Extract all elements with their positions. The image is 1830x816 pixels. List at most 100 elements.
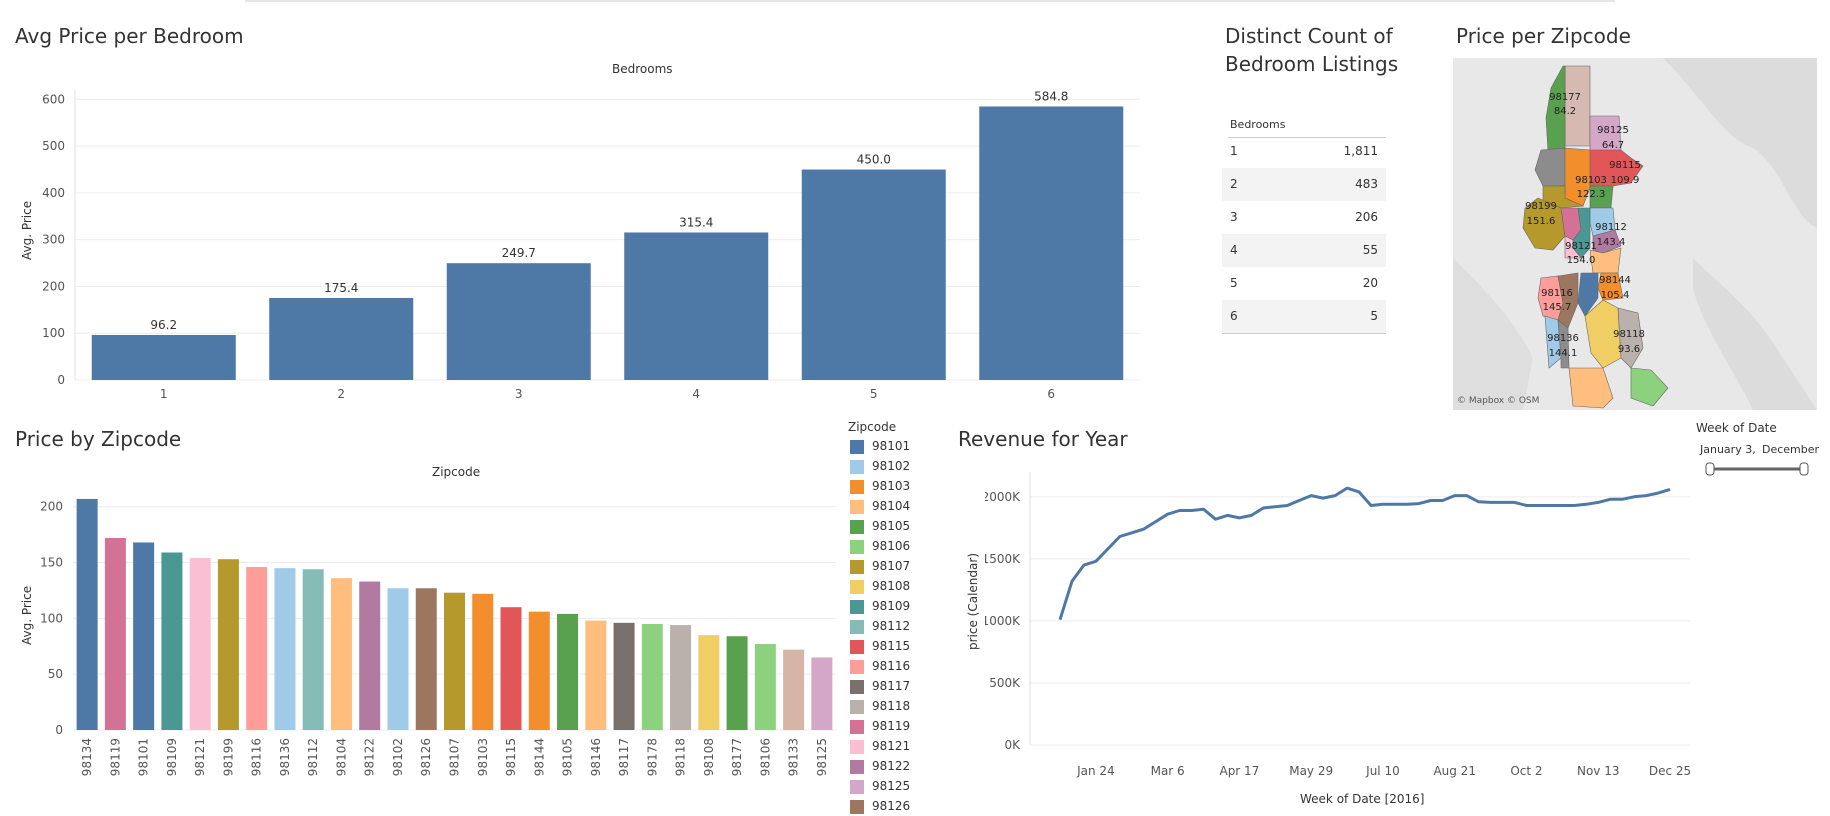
legend-swatch <box>850 600 864 614</box>
bar <box>359 581 381 730</box>
x-tick-label: Aug 21 <box>1433 764 1476 778</box>
bar <box>979 106 1124 381</box>
table-cell-count: 483 <box>1355 177 1378 191</box>
legend-label: 98105 <box>872 519 911 533</box>
bar <box>754 644 776 730</box>
map-water <box>1453 258 1533 410</box>
legend-swatch <box>850 560 864 574</box>
x-tick-label: 98117 <box>617 738 631 776</box>
legend-swatch <box>850 780 864 794</box>
zipcode-map[interactable]: 98177 84.2 98125 64.7 98115 109.9 98103 … <box>1453 58 1817 410</box>
y-tick-label: 0 <box>55 723 63 737</box>
map-label-price: 93.6 <box>1618 344 1640 355</box>
legend-swatch <box>850 720 864 734</box>
zip-region[interactable] <box>1597 272 1624 301</box>
map-label-zip: 98116 <box>1541 288 1573 299</box>
y-tick-label: 100 <box>40 611 63 625</box>
table-cell-bedrooms: 5 <box>1230 276 1238 290</box>
week-filter-title: Week of Date <box>1696 421 1777 435</box>
table-cell-count: 1,811 <box>1343 144 1378 158</box>
bar-value-label: 175.4 <box>324 281 358 295</box>
zip-region[interactable] <box>1577 272 1599 317</box>
table-cell-count: 5 <box>1370 309 1378 323</box>
bar <box>811 657 833 730</box>
x-tick-label: 98102 <box>391 738 405 776</box>
x-tick-label: 98119 <box>108 738 122 776</box>
bar <box>217 559 239 730</box>
zip-region[interactable] <box>1592 229 1622 254</box>
table-cell-bedrooms: 3 <box>1230 210 1238 224</box>
legend-swatch <box>850 740 864 754</box>
revenue-chart: 0K 500K 1000K 1500K 2000K Jan 24 Mar 6 Apr 17 Ma… <box>985 472 1691 778</box>
price-by-zipcode-title: Price by Zipcode <box>15 427 182 451</box>
legend-label: 98117 <box>872 679 911 693</box>
table-cell-count: 55 <box>1362 243 1378 257</box>
legend-swatch <box>850 460 864 474</box>
week-range-slider[interactable] <box>1705 462 1809 476</box>
bar <box>330 578 352 730</box>
legend-swatch <box>850 660 864 674</box>
x-tick-label: Jul 10 <box>1365 764 1400 778</box>
table-cell-bedrooms: 1 <box>1230 144 1238 158</box>
x-tick-label: 5 <box>870 387 878 400</box>
week-filter-start-label: January 3, <box>1700 443 1756 456</box>
bar <box>726 636 748 730</box>
x-tick-label: 98121 <box>193 738 207 776</box>
map-label-price: 151.6 <box>1527 216 1556 227</box>
x-tick-label: 98118 <box>674 738 688 776</box>
price-by-zipcode-chart: 0 50 100 150 200 98134 98119 98101 98109 98121 981… <box>40 498 836 776</box>
legend-swatch <box>850 760 864 774</box>
x-tick-label: 3 <box>515 387 523 400</box>
legend-label: 98104 <box>872 499 911 513</box>
map-canvas[interactable]: 98177 84.2 98125 64.7 98115 109.9 98103 … <box>1453 58 1817 410</box>
x-tick-label: 98106 <box>758 738 772 776</box>
x-tick-label: Dec 25 <box>1649 764 1691 778</box>
bar <box>269 297 414 380</box>
bar <box>302 569 324 730</box>
zip-region[interactable] <box>1564 235 1582 259</box>
map-label-zip: 98121 <box>1565 241 1597 252</box>
legend-swatch <box>850 800 864 814</box>
y-tick-label: 500 <box>42 139 65 153</box>
y-tick-label: 150 <box>40 556 63 570</box>
x-tick-label: 98178 <box>645 738 659 776</box>
y-tick-label: 1500K <box>985 552 1021 566</box>
slider-end-handle[interactable] <box>1799 462 1809 476</box>
zip-region[interactable] <box>1630 367 1669 407</box>
y-tick-label: 0 <box>57 373 65 387</box>
legend-label: 98103 <box>872 479 911 493</box>
x-tick-label: 98107 <box>448 738 462 776</box>
legend-label: 98126 <box>872 799 911 813</box>
revenue-line <box>1058 486 1671 621</box>
x-tick-label: 2 <box>337 387 345 400</box>
map-label-zip: 98177 <box>1549 92 1581 103</box>
legend-swatch <box>850 540 864 554</box>
bar <box>698 635 720 730</box>
zipcode-column-header: Zipcode <box>432 465 481 479</box>
slider-start-handle[interactable] <box>1705 462 1715 476</box>
y-tick-label: 300 <box>42 233 65 247</box>
legend-label: 98107 <box>872 559 911 573</box>
y-tick-label: 2000K <box>985 490 1021 504</box>
x-tick-label: Apr 17 <box>1219 764 1259 778</box>
legend-label: 98116 <box>872 659 911 673</box>
zip-region[interactable] <box>1589 247 1622 274</box>
week-filter-end-label: December <box>1762 443 1820 456</box>
table-row: 1 1,811 <box>1222 135 1386 168</box>
x-tick-label: 98105 <box>561 738 575 776</box>
x-tick-label: 98115 <box>504 738 518 776</box>
zip-region[interactable] <box>1557 319 1570 369</box>
bar <box>76 498 98 730</box>
zipcode-y-axis-title: Avg. Price <box>20 585 34 645</box>
x-tick-label: Mar 6 <box>1151 764 1185 778</box>
map-label-price: 122.3 <box>1577 189 1606 200</box>
zip-region[interactable] <box>1617 307 1644 369</box>
legend-swatch <box>850 620 864 634</box>
x-tick-label: 1 <box>160 387 168 400</box>
table-cell-count: 206 <box>1355 210 1378 224</box>
x-tick-label: 98199 <box>221 738 235 776</box>
zip-region[interactable] <box>1568 367 1614 409</box>
map-label-zip: 98115 <box>1609 160 1641 171</box>
x-tick-label: 98109 <box>165 738 179 776</box>
revenue-x-axis-title: Week of Date [2016] <box>1300 792 1425 806</box>
